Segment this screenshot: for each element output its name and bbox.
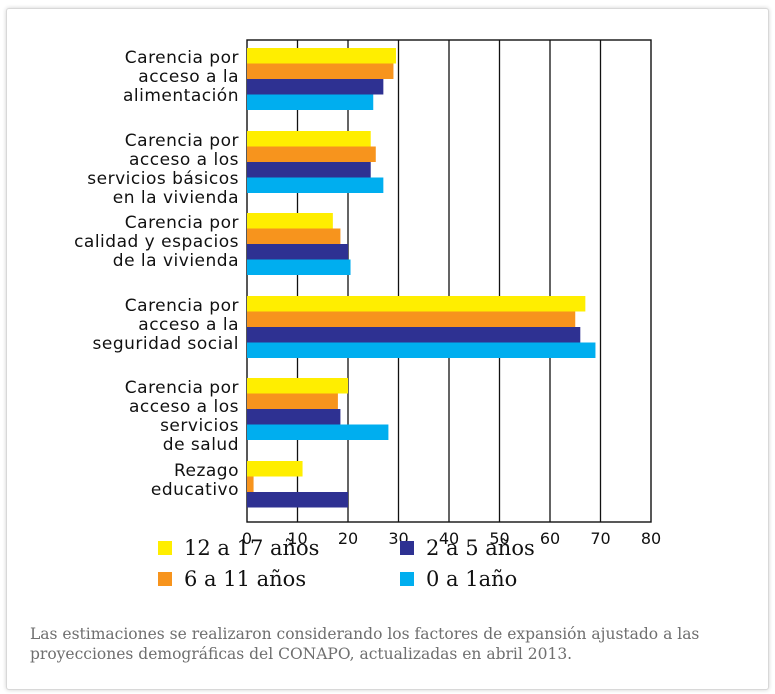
category-label-4: Carencia por acceso a la seguridad social bbox=[93, 296, 239, 354]
legend-label-4: 0 a 1año bbox=[426, 567, 517, 591]
bar-chart: Carencia por acceso a la alimentación Caren… bbox=[74, 39, 661, 591]
bar-5-3 bbox=[247, 409, 341, 425]
category-label-6: Rezago educativo bbox=[151, 461, 239, 500]
category-label-2: Carencia por acceso a los servicios básico… bbox=[87, 131, 239, 208]
category-label-1: Carencia por acceso a la alimentación bbox=[123, 48, 239, 106]
bar-6-1 bbox=[247, 461, 303, 477]
bar-2-2 bbox=[247, 146, 376, 162]
bar-5-4 bbox=[247, 424, 389, 440]
legend-label-2: 2 a 5 años bbox=[426, 536, 535, 560]
bar-3-4 bbox=[247, 259, 351, 275]
bar-1-1 bbox=[247, 48, 396, 64]
bar-2-4 bbox=[247, 177, 384, 193]
bar-1-3 bbox=[247, 79, 384, 95]
bar-4-1 bbox=[247, 296, 586, 312]
bar-2-3 bbox=[247, 162, 371, 178]
x-tick-label-40: 40 bbox=[439, 529, 459, 548]
x-tick-label-60: 60 bbox=[540, 529, 560, 548]
x-tick-label-50: 50 bbox=[489, 529, 509, 548]
bar-1-4 bbox=[247, 94, 374, 110]
bar-6-2 bbox=[247, 476, 254, 492]
bar-3-1 bbox=[247, 213, 333, 229]
legend-swatch-1 bbox=[158, 541, 172, 555]
legend-swatch-3 bbox=[158, 572, 172, 586]
bar-2-1 bbox=[247, 131, 371, 147]
bar-5-1 bbox=[247, 378, 348, 394]
legend-label-1: 12 a 17 años bbox=[184, 536, 319, 560]
x-tick-label-0: 0 bbox=[242, 529, 252, 548]
legend-swatch-4 bbox=[400, 572, 414, 586]
x-tick-label-70: 70 bbox=[590, 529, 610, 548]
bar-1-2 bbox=[247, 63, 394, 79]
bar-3-3 bbox=[247, 244, 348, 260]
footnote: Las estimaciones se realizaron considera… bbox=[30, 625, 700, 663]
category-label-5: Carencia por acceso a los servicios de salu… bbox=[125, 378, 239, 455]
bar-5-2 bbox=[247, 393, 338, 409]
x-tick-label-20: 20 bbox=[338, 529, 358, 548]
x-tick-label-10: 10 bbox=[287, 529, 307, 548]
x-tick-label-80: 80 bbox=[641, 529, 661, 548]
bar-4-3 bbox=[247, 327, 581, 343]
legend-label-3: 6 a 11 años bbox=[184, 567, 306, 591]
bar-4-4 bbox=[247, 342, 596, 358]
bar-3-2 bbox=[247, 228, 341, 244]
category-label-3: Carencia por calidad y espacios de la vivi… bbox=[74, 213, 239, 271]
legend-swatch-2 bbox=[400, 541, 414, 555]
bar-6-3 bbox=[247, 492, 348, 508]
bar-4-2 bbox=[247, 311, 576, 327]
